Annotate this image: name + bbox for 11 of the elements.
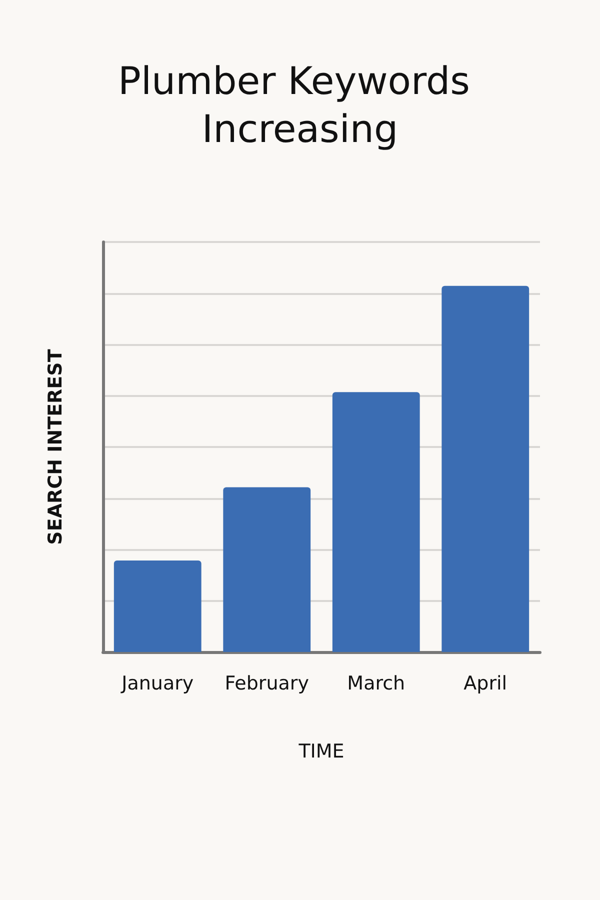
bar: [223, 487, 311, 652]
bar: [332, 392, 420, 652]
x-tick-label: February: [224, 672, 309, 694]
x-tick-label: March: [347, 672, 406, 694]
chart-title: Plumber Keywords Increasing: [118, 59, 482, 151]
x-tick-label: April: [464, 672, 508, 694]
y-axis-title: SEARCH INTEREST: [44, 349, 66, 545]
bar: [114, 560, 202, 652]
bar: [442, 286, 530, 652]
x-tick-label: January: [120, 672, 194, 694]
x-axis-title: TIME: [298, 740, 344, 762]
